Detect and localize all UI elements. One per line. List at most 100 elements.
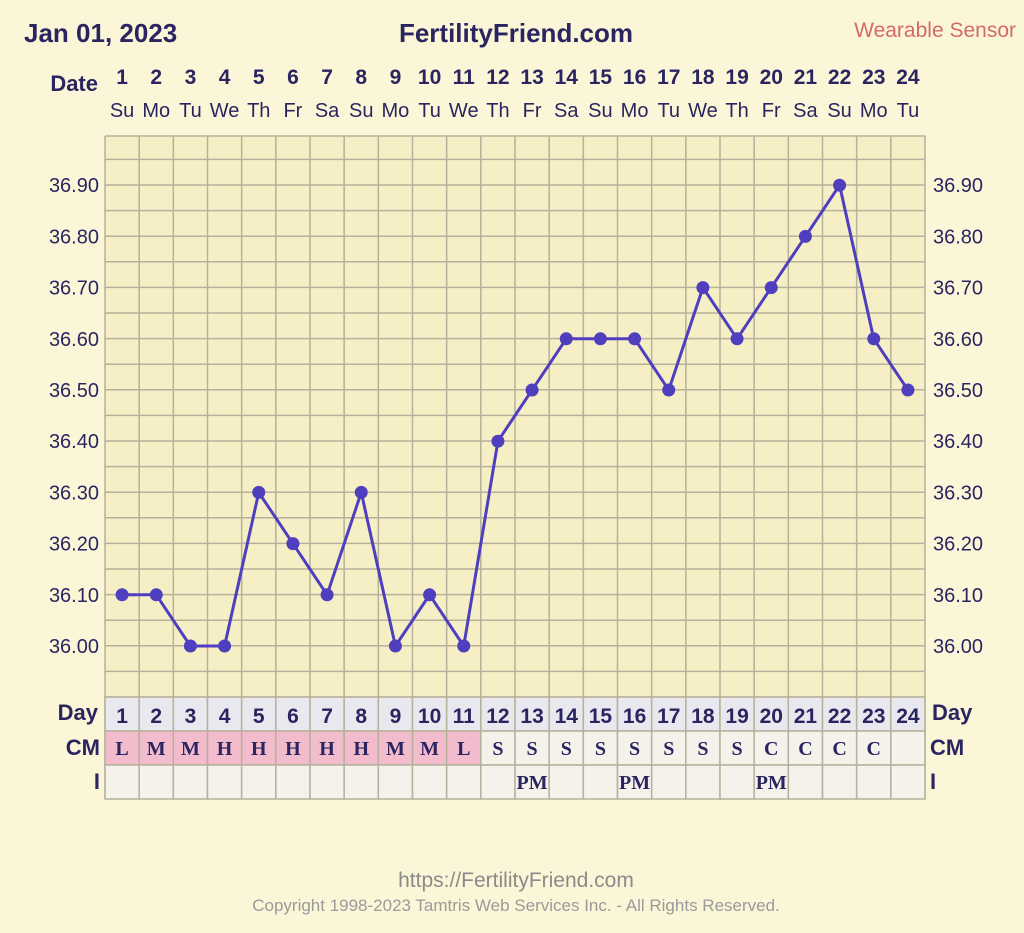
intercourse-cell (719, 764, 755, 800)
day-row-label-left: Day (58, 700, 99, 725)
weekday-label: Th (725, 100, 748, 122)
y-tick-label: 36.70 (49, 278, 99, 300)
cycle-day-label: 7 (321, 705, 333, 728)
cycle-day-label: 21 (794, 705, 818, 728)
cycle-day-label: 1 (116, 705, 128, 728)
y-tick-label: 36.00 (49, 636, 99, 658)
weekday-label: Mo (860, 100, 888, 122)
y-tick-label: 36.50 (49, 380, 99, 402)
y-tick-label: 36.90 (933, 175, 983, 197)
weekday-label: Fr (762, 100, 781, 122)
intercourse-cell (206, 764, 243, 800)
cycle-day-label: 24 (896, 705, 920, 728)
date-label: 8 (355, 66, 367, 89)
intercourse-cell (480, 764, 516, 800)
intercourse-value: PM (619, 772, 650, 794)
weekday-label: Tu (657, 100, 680, 122)
cycle-day-label: 10 (418, 705, 441, 728)
weekday-label: Th (486, 100, 509, 122)
cm-value: M (386, 738, 405, 760)
temperature-point (798, 229, 812, 243)
weekday-label: Tu (418, 100, 441, 122)
intercourse-cell (240, 764, 277, 800)
temperature-point (286, 537, 300, 551)
cycle-day-label: 14 (555, 705, 579, 728)
intercourse-cell (514, 764, 550, 800)
cycle-day-label: 3 (185, 705, 197, 728)
date-label: 19 (725, 66, 748, 89)
cm-value: M (181, 738, 200, 760)
date-label: 10 (418, 66, 441, 89)
cycle-day-label: 12 (486, 705, 509, 728)
cm-cell (753, 730, 790, 766)
temperature-line (122, 183, 910, 648)
weekday-label: Sa (554, 100, 579, 122)
y-axis-left: 36.90 36.80 36.70 36.60 36.50 36.40 36.30 36.20… (49, 175, 99, 658)
cycle-day-label: 16 (623, 705, 646, 728)
cm-value: L (457, 738, 470, 760)
footer-url[interactable]: https://FertilityFriend.com (398, 869, 634, 892)
cycle-day-label: 18 (691, 705, 715, 728)
y-tick-label: 36.90 (49, 175, 99, 197)
intercourse-cell (685, 764, 721, 800)
date-label: 11 (453, 66, 476, 89)
date-label: 3 (185, 66, 197, 89)
cm-cell (206, 730, 243, 766)
date-row: 1 2 3 4 5 6 7 8 9 10 11 12 13 14 15 16 17 18 19 20 21 22 23 24 (116, 66, 920, 89)
cm-value: S (595, 738, 606, 760)
temperature-point (525, 383, 539, 397)
site-title: FertilityFriend.com (399, 18, 633, 48)
intercourse-cell (445, 764, 482, 800)
intercourse-cell (309, 764, 345, 800)
date-label: 4 (219, 66, 231, 89)
y-tick-label: 36.10 (933, 585, 983, 607)
cycle-day-label: 6 (287, 705, 299, 728)
i-row-label-right: I (930, 769, 936, 794)
cycle-day-label: 15 (589, 705, 613, 728)
temperature-point (183, 639, 197, 653)
intercourse-cell (104, 764, 140, 800)
wearable-sensor-label: Wearable Sensor (854, 19, 1016, 42)
cm-value: S (561, 738, 572, 760)
temperature-point (149, 588, 163, 602)
temperature-point (764, 281, 778, 295)
y-tick-label: 36.20 (49, 534, 99, 556)
date-label: 6 (287, 66, 299, 89)
date-label: 14 (555, 66, 579, 89)
y-tick-label: 36.10 (49, 585, 99, 607)
weekday-label: Su (349, 100, 373, 122)
intercourse-cell (787, 764, 824, 800)
cm-cell (890, 730, 926, 766)
temperature-point (218, 639, 232, 653)
date-label: 21 (794, 66, 818, 89)
date-label: 20 (760, 66, 783, 89)
y-tick-label: 36.60 (933, 329, 983, 351)
cycle-day-label: 5 (253, 705, 265, 728)
intercourse-cell (138, 764, 175, 800)
day-cell (582, 696, 619, 732)
cycle-day-label: 2 (150, 705, 162, 728)
temperature-point (901, 383, 915, 397)
cm-cell (787, 730, 824, 766)
cycle-day-label: 8 (355, 705, 367, 728)
weekday-label: We (210, 100, 240, 122)
weekday-label: Mo (621, 100, 649, 122)
cm-value: H (353, 738, 369, 760)
weekday-label: Fr (523, 100, 542, 122)
cm-value: S (629, 738, 640, 760)
intercourse-cell (855, 764, 892, 800)
weekday-label: Su (588, 100, 612, 122)
weekday-label: Mo (142, 100, 170, 122)
intercourse-cell (821, 764, 858, 800)
y-tick-label: 36.30 (933, 482, 983, 504)
cm-value: H (251, 738, 267, 760)
y-tick-label: 36.40 (49, 431, 99, 453)
weekday-label: Su (827, 100, 851, 122)
cm-value: C (798, 738, 812, 760)
chart-grid (104, 135, 926, 799)
cycle-day-label: 23 (862, 705, 885, 728)
cycle-day-label: 11 (453, 705, 476, 728)
cm-value: S (732, 738, 743, 760)
